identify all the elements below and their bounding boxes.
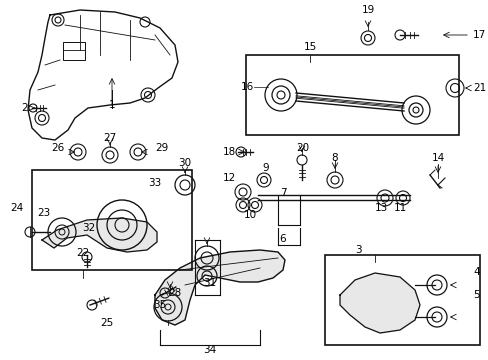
Bar [32,170,192,270]
Text: 14: 14 [430,153,444,163]
Text: 12: 12 [223,173,236,183]
Text: 15: 15 [303,42,316,52]
Text: 30: 30 [178,158,191,168]
Polygon shape [339,273,419,333]
Polygon shape [155,250,285,325]
Text: 3: 3 [354,245,361,255]
Text: 19: 19 [361,5,374,15]
Text: 34: 34 [203,345,216,355]
Text: 24: 24 [10,203,23,213]
Text: 35: 35 [152,300,165,310]
Text: 20: 20 [296,143,309,153]
Text: 18: 18 [223,147,236,157]
Text: 7: 7 [279,188,286,198]
Text: 5: 5 [472,290,479,300]
Text: 33: 33 [148,178,161,188]
Text: 13: 13 [374,203,387,213]
Text: 9: 9 [262,163,269,173]
Text: 10: 10 [243,210,256,220]
Text: 11: 11 [392,203,406,213]
Text: 32: 32 [82,223,95,233]
Text: 21: 21 [472,83,485,93]
Text: 23: 23 [37,208,50,218]
Text: 2: 2 [21,103,28,113]
Text: 16: 16 [240,82,253,92]
Text: 31: 31 [203,278,216,288]
Text: 28: 28 [168,288,181,298]
Text: 17: 17 [472,30,485,40]
Text: 22: 22 [76,248,89,258]
Bar [245,55,458,135]
Text: 1: 1 [108,100,115,110]
Text: 4: 4 [472,267,479,277]
Text: 27: 27 [103,133,116,143]
Text: 25: 25 [100,318,113,328]
Bar [325,255,479,345]
Text: 29: 29 [155,143,168,153]
Polygon shape [42,218,157,252]
Text: 8: 8 [331,153,338,163]
Text: 26: 26 [52,143,65,153]
Text: 6: 6 [279,234,286,244]
Bar [63,42,85,60]
